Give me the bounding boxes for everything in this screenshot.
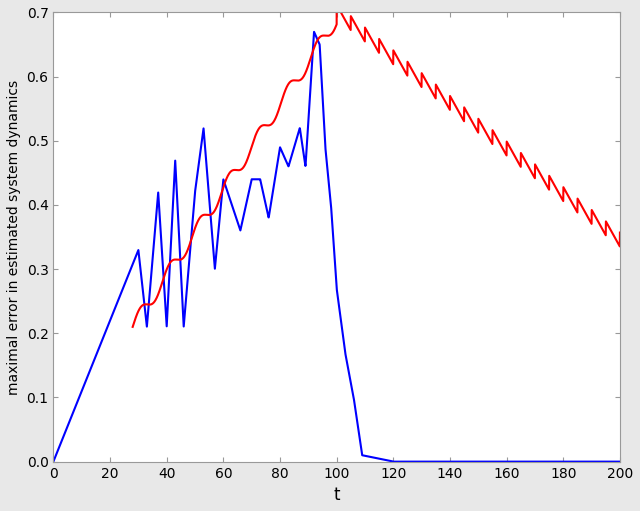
X-axis label: t: t: [333, 486, 340, 504]
Y-axis label: maximal error in estimated system dynamics: maximal error in estimated system dynami…: [7, 80, 21, 394]
